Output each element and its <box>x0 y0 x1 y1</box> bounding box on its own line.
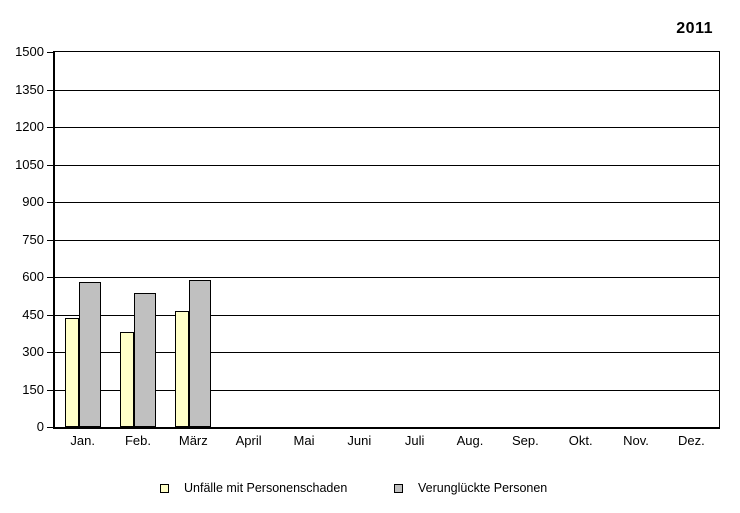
gridline-600 <box>55 277 719 278</box>
y-tick-mark-450 <box>47 314 53 316</box>
y-tick-label-900: 900 <box>22 194 44 209</box>
x-tick-label-1: Jan. <box>70 433 95 448</box>
legend-swatch-unfaelle <box>160 483 169 493</box>
gridline-1350 <box>55 89 719 91</box>
y-tick-label-450: 450 <box>22 306 44 322</box>
y-tick-mark-0 <box>47 427 53 428</box>
y-tick-mark-150 <box>47 389 53 391</box>
y-tick-mark-750 <box>47 239 53 241</box>
x-tick-label-12: Dez. <box>677 433 705 448</box>
y-tick-label-150: 150 <box>22 381 44 397</box>
gridline-150 <box>55 389 719 391</box>
y-tick-mark-1500 <box>47 52 53 53</box>
y-tick-mark-1050 <box>47 164 53 166</box>
x-tick-label-8: Aug. <box>456 433 484 448</box>
bar-verunglueckte-jan <box>78 282 101 427</box>
y-tick-label-600: 600 <box>22 269 44 284</box>
bar-unfaelle-feb <box>120 332 134 427</box>
x-tick-label-3: März <box>178 433 208 448</box>
x-tick-label-4: April <box>235 433 262 448</box>
x-tick-label-9: Sep. <box>511 433 539 448</box>
plot-area <box>53 51 720 429</box>
gridline-900 <box>55 202 719 203</box>
y-tick-mark-1350 <box>47 89 53 91</box>
gridline-1200 <box>55 127 719 128</box>
bar-verunglueckte-märz <box>189 279 212 427</box>
y-tick-mark-900 <box>47 202 53 203</box>
bar-verunglueckte-feb <box>134 293 156 427</box>
y-tick-label-750: 750 <box>22 231 44 247</box>
bar-unfaelle-jan <box>64 318 79 427</box>
chart-title-year: 2011 <box>676 20 713 37</box>
y-tick-mark-600 <box>47 277 53 278</box>
legend-swatch-verunglueckte <box>394 483 403 493</box>
legend-label-unfaelle: Unfälle mit Personenschaden <box>184 481 348 495</box>
x-tick-label-11: Nov. <box>623 433 649 448</box>
gridline-750 <box>55 239 719 241</box>
gridline-300 <box>55 352 719 353</box>
legend: Unfälle mit Personenschaden Verunglückte… <box>0 480 740 498</box>
gridline-1050 <box>55 164 719 166</box>
y-tick-label-1500: 1500 <box>15 44 44 59</box>
legend-item-verunglueckte: Verunglückte Personen <box>394 480 547 496</box>
bar-unfaelle-märz <box>175 310 190 427</box>
y-tick-label-1050: 1050 <box>15 156 44 172</box>
y-tick-label-1200: 1200 <box>15 119 44 134</box>
y-tick-mark-300 <box>47 352 53 353</box>
legend-label-verunglueckte: Verunglückte Personen <box>418 481 548 495</box>
y-tick-label-300: 300 <box>22 344 44 359</box>
x-tick-label-5: Mai <box>293 433 315 448</box>
gridline-450 <box>55 314 719 316</box>
x-tick-label-2: Feb. <box>124 433 151 448</box>
y-tick-label-1350: 1350 <box>15 81 44 97</box>
x-tick-label-10: Okt. <box>568 433 593 448</box>
y-tick-label-0: 0 <box>36 419 44 434</box>
legend-item-unfaelle: Unfälle mit Personenschaden <box>160 480 347 496</box>
x-tick-label-7: Juli <box>404 433 425 448</box>
y-tick-mark-1200 <box>47 127 53 128</box>
x-tick-label-6: Juni <box>347 433 372 448</box>
